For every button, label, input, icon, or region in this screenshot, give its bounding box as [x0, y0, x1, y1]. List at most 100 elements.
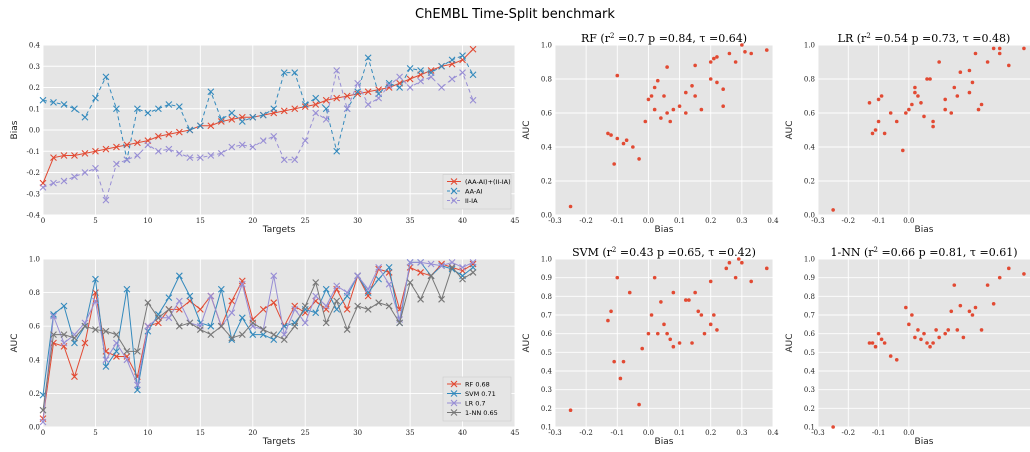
data-point — [228, 297, 236, 305]
data-point — [186, 154, 194, 162]
scatter-point — [919, 101, 923, 105]
scatter-point — [997, 51, 1002, 56]
data-point — [459, 69, 466, 77]
data-point — [333, 282, 341, 290]
scatter-point — [870, 341, 875, 345]
x-tick-label: -0.3 — [548, 429, 562, 437]
y-tick-label: 0.0 — [541, 212, 552, 220]
data-point — [228, 334, 236, 342]
data-point — [175, 272, 183, 280]
data-point — [81, 113, 89, 121]
scatter-point — [997, 275, 1002, 280]
scatter-point — [749, 51, 753, 56]
data-point — [175, 103, 183, 111]
data-point — [175, 128, 183, 136]
data-point — [354, 302, 362, 310]
scatter-point — [943, 107, 947, 112]
data-point — [312, 279, 320, 286]
data-point — [186, 126, 194, 134]
x-tick-label: -0.2 — [579, 217, 593, 225]
data-point — [123, 348, 131, 355]
scatter-point — [643, 119, 648, 124]
legend-label: RF 0.68 — [465, 380, 490, 388]
y-tick-label: 0.3 — [804, 386, 815, 394]
x-tick-label: 0.0 — [643, 217, 654, 225]
data-point — [427, 272, 435, 280]
data-point — [280, 336, 288, 344]
y-axis-label: AUC — [785, 120, 795, 139]
scatter-point — [925, 341, 929, 345]
scatter-point — [637, 157, 641, 161]
x-tick-label: 0.4 — [767, 429, 779, 437]
y-tick-label: 0.0 — [804, 212, 815, 220]
scatter-point — [952, 85, 957, 90]
data-point — [364, 306, 372, 313]
chart-scatter-1nn: -0.3 -0.2 -0.1 0.0 0.1 0.2 0.3 0.4 0.5 0.6 0.7 0.8 0… — [785, 246, 1030, 447]
panel-title: LR (r2 =0.54 p =0.73, τ =0.48) — [838, 32, 1011, 45]
data-point — [280, 107, 288, 115]
scatter-point — [888, 354, 893, 358]
scatter-point — [910, 313, 914, 317]
data-point — [259, 331, 267, 338]
scatter-point — [618, 376, 623, 381]
data-point — [448, 75, 456, 83]
data-point — [175, 322, 183, 330]
data-point — [71, 105, 78, 113]
y-tick-label: 1.0 — [541, 42, 552, 50]
scatter-point — [919, 337, 923, 342]
x-tick-label: 15 — [196, 429, 205, 437]
data-point — [406, 75, 414, 83]
data-point — [417, 258, 424, 266]
scatter-point — [702, 331, 707, 336]
scatter-point — [693, 94, 697, 98]
series-line-lr-0-7 — [42, 261, 474, 423]
data-point — [228, 309, 236, 317]
x-tick-label: 35 — [406, 429, 415, 437]
scatter-point — [967, 68, 972, 73]
scatter-point — [721, 87, 725, 91]
data-point — [333, 147, 341, 155]
scatter-point — [690, 84, 694, 88]
data-point — [343, 306, 351, 313]
y-axis-label: AUC — [10, 333, 20, 352]
scatter-point — [677, 104, 682, 108]
data-point — [238, 331, 246, 338]
scatter-point — [684, 111, 688, 115]
data-point — [71, 173, 78, 181]
data-point — [102, 145, 110, 153]
x-axis-label: Bias — [915, 437, 934, 447]
scatter-point — [904, 111, 908, 115]
data-point — [427, 260, 435, 268]
x-tick-label: -0.2 — [842, 429, 856, 437]
data-point — [238, 141, 246, 149]
data-point — [354, 88, 362, 96]
y-tick-label: 0.6 — [29, 323, 41, 331]
data-point — [60, 101, 68, 108]
x-tick-label: -0.3 — [548, 217, 562, 225]
legend-label: LR 0.7 — [465, 399, 486, 407]
data-point — [469, 258, 477, 266]
data-point — [113, 160, 120, 168]
data-point — [238, 118, 246, 125]
data-point — [364, 88, 372, 96]
data-point — [207, 322, 215, 330]
data-point — [50, 154, 57, 162]
data-point — [322, 115, 330, 123]
scatter-point — [928, 77, 932, 81]
data-point — [165, 130, 173, 138]
scatter-point — [668, 119, 673, 124]
y-tick-label: 0.0 — [29, 127, 40, 135]
data-point — [50, 179, 57, 187]
x-tick-label: 45 — [511, 217, 520, 225]
data-point — [438, 84, 445, 91]
scatter-point — [699, 107, 704, 112]
data-point — [343, 326, 351, 333]
x-axis-label: Bias — [655, 225, 674, 235]
scatter-point — [615, 275, 620, 280]
x-tick-label: 5 — [93, 217, 97, 225]
legend-label: (AA-AI)+(II-IA) — [465, 178, 511, 186]
scatter-point — [888, 111, 893, 115]
scatter-point — [876, 331, 881, 336]
scatter-point — [740, 260, 744, 265]
